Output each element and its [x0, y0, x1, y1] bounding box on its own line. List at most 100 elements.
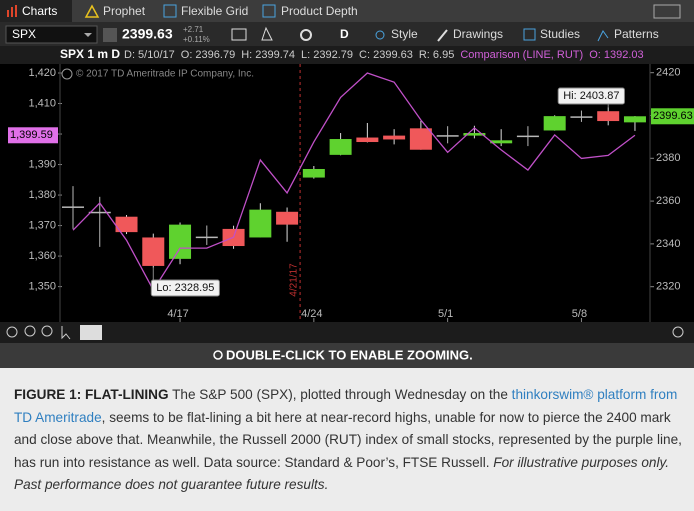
y2-tick-label: 1,380 [28, 189, 56, 201]
candle-body [62, 206, 84, 208]
y2-tick-label: 1,350 [28, 281, 56, 293]
icon[interactable] [6, 326, 18, 338]
change: +2.71 [183, 25, 204, 34]
zoom-banner [0, 343, 694, 368]
chart: 2320234023602380240024201,3501,3601,3701… [8, 64, 694, 322]
tab[interactable]: Flexible Grid [181, 4, 248, 18]
hi-label-box [557, 87, 625, 105]
y-tick-label: 2340 [656, 238, 680, 250]
y-tick-label: 2320 [656, 281, 680, 293]
toolbar-button[interactable]: Style [391, 27, 418, 41]
active-tab[interactable] [0, 0, 72, 22]
icon[interactable] [300, 29, 312, 41]
change-pct: +0.11% [183, 35, 210, 44]
y-tick-label: 2420 [656, 67, 680, 79]
tab[interactable]: Product Depth [281, 4, 358, 18]
icon [523, 28, 536, 41]
symbol: SPX [12, 27, 36, 41]
symbol-box[interactable] [5, 25, 98, 44]
icon [15, 5, 17, 17]
y2-tick-label: 1,360 [28, 250, 56, 262]
y2-tick-label: 1,420 [28, 67, 56, 79]
x-tick-label: 5/8 [572, 308, 587, 320]
caption-link[interactable]: thinkorswim® platform from TD Ameritrade [14, 387, 678, 425]
info-fields: D: 5/10/17 O: 2396.79 H: 2399.74 L: 2392.79… [124, 49, 644, 61]
icon[interactable] [41, 325, 53, 337]
icon [213, 350, 223, 360]
last-price-label: 2399.63 [653, 110, 693, 122]
icon [163, 4, 177, 18]
candle-body [302, 168, 325, 178]
caption-note: For illustrative purposes only. Past per… [14, 454, 670, 493]
lo-label-box [150, 279, 220, 297]
tab[interactable]: Charts [22, 4, 57, 18]
icon[interactable] [24, 325, 36, 337]
candle-body [516, 135, 539, 138]
candle-body [623, 116, 646, 123]
y-tick-label: 2380 [656, 152, 680, 164]
window-button[interactable] [653, 4, 681, 19]
comparison-last-label: 1,399.59 [10, 129, 53, 141]
hi-label: Hi: 2403.87 [563, 90, 619, 102]
icon [7, 10, 9, 17]
x-tick-label: 4/17 [167, 308, 188, 320]
candle-body [490, 140, 513, 144]
comparison-last-tag [8, 127, 58, 144]
icon[interactable] [672, 326, 684, 338]
comparison-open: O: 1392.03 [589, 49, 643, 61]
candle-body [356, 137, 379, 143]
y2-tick-label: 1,370 [28, 219, 56, 231]
chart-area [0, 64, 694, 322]
copyright: © 2017 TD Ameritrade IP Company, Inc. [76, 69, 254, 80]
info-field: H: 2399.74 [241, 49, 295, 61]
info-field: D: 5/10/17 [124, 49, 175, 61]
candle-body [597, 111, 620, 122]
candle-body [276, 211, 299, 225]
candle-body [570, 116, 593, 118]
candle-body [543, 116, 566, 131]
comparison-line [72, 72, 636, 292]
y2-tick-label: 1,410 [28, 97, 56, 109]
candle-body [142, 237, 165, 266]
candle-body [249, 209, 272, 238]
chart-label: SPX 1 m D [60, 47, 120, 61]
caption-text: , seems to be flat-lining a bit here at … [14, 409, 682, 470]
icon [61, 68, 73, 80]
candle-body [195, 236, 218, 239]
y2-tick-label: 1,390 [28, 158, 56, 170]
event-label: 4/21/17 [289, 263, 300, 297]
info-field: O: 2396.79 [181, 49, 235, 61]
icon[interactable] [261, 26, 273, 41]
icon [84, 4, 100, 18]
x-tick-label: 5/1 [438, 308, 453, 320]
info-field: C: 2399.63 [359, 49, 413, 61]
icon[interactable] [231, 28, 247, 41]
lo-label: Lo: 2328.95 [156, 282, 214, 294]
icon [597, 30, 609, 42]
last-price-tag [651, 108, 694, 125]
caption: FIGURE 1: FLAT-LINING The S&P 500 (SPX),… [14, 384, 682, 497]
info-bar [0, 46, 694, 64]
icon[interactable] [80, 325, 102, 340]
icon [375, 30, 385, 40]
y-tick-label: 2360 [656, 195, 680, 207]
candle-body [169, 224, 192, 259]
toolbar-button[interactable]: Patterns [614, 27, 659, 41]
icon [262, 4, 276, 18]
icon [84, 33, 92, 37]
icon[interactable] [61, 326, 71, 340]
candle-body [115, 216, 138, 233]
toolbar-button[interactable]: Studies [540, 27, 580, 41]
chart-tools [0, 322, 694, 343]
info-field: R: 6.95 [419, 49, 454, 61]
zoom-hint[interactable]: DOUBLE-CLICK TO ENABLE ZOOMING. [226, 347, 473, 362]
candle-body [383, 135, 406, 140]
period[interactable]: D [340, 27, 349, 41]
icon [11, 7, 13, 17]
caption-title: FIGURE 1: FLAT-LINING [14, 387, 169, 402]
tab[interactable]: Prophet [103, 4, 146, 18]
x-tick-label: 4/24 [301, 308, 322, 320]
candle-body [88, 211, 111, 214]
last-price: 2399.63 [122, 26, 173, 42]
toolbar-button[interactable]: Drawings [453, 27, 503, 41]
